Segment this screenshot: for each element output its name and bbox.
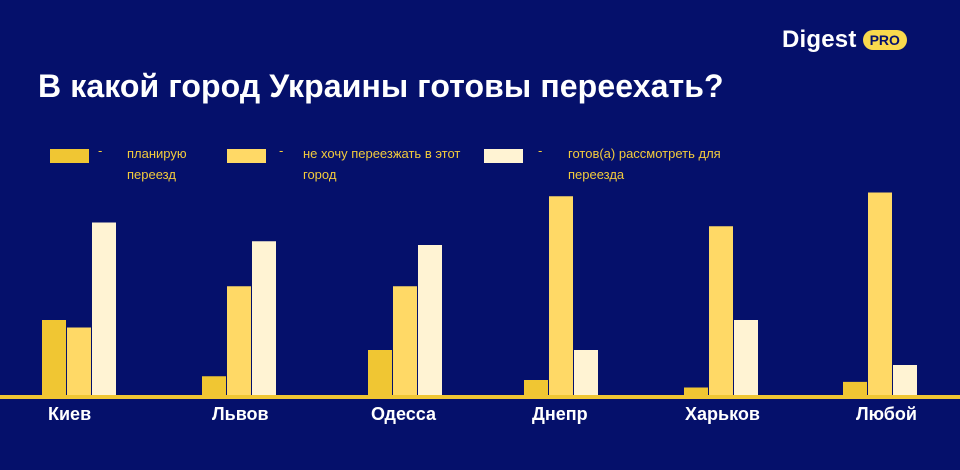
legend-dash: - — [98, 143, 103, 158]
bar-kharkiv-not-want — [709, 226, 733, 395]
legend-swatch — [484, 149, 523, 163]
legend-label: готов(а) рассмотреть для переезда — [568, 146, 721, 182]
legend-dash: - — [279, 143, 284, 158]
bar-dnipro-not-want — [549, 196, 573, 395]
bar-odesa-consider — [418, 245, 442, 395]
bar-lviv-plan — [202, 376, 226, 395]
bar-kyiv-consider — [92, 222, 116, 395]
category-label: Днепр — [532, 404, 588, 424]
bar-kharkiv-consider — [734, 320, 758, 395]
chart-title: В какой город Украины готовы переехать? — [38, 68, 724, 104]
logo-badge: PRO — [862, 30, 907, 50]
bar-any-not-want — [868, 192, 892, 395]
bar-kyiv-not-want — [67, 327, 91, 395]
bar-dnipro-plan — [524, 380, 548, 395]
category-label: Одесса — [371, 404, 437, 424]
category-label: Киев — [48, 404, 92, 424]
x-axis-line — [0, 395, 960, 399]
digest-pro-logo: Digest PRO — [782, 26, 907, 54]
bar-kyiv-plan — [42, 320, 66, 395]
legend-label: не хочу переезжать в этот город — [303, 146, 461, 182]
category-label: Харьков — [685, 404, 760, 424]
logo-text: Digest — [782, 26, 857, 53]
bar-any-consider — [893, 365, 917, 395]
bar-lviv-consider — [252, 241, 276, 395]
bar-odesa-not-want — [393, 286, 417, 395]
bar-lviv-not-want — [227, 286, 251, 395]
legend-dash: - — [538, 143, 543, 158]
category-label: Любой — [856, 404, 917, 424]
category-label: Львов — [212, 404, 269, 424]
legend-swatch — [227, 149, 266, 163]
bar-kharkiv-plan — [684, 387, 708, 395]
legend-swatch — [50, 149, 89, 163]
bar-any-plan — [843, 381, 867, 395]
legend-label: планирую переезд — [127, 146, 187, 182]
bar-dnipro-consider — [574, 350, 598, 395]
bar-odesa-plan — [368, 350, 392, 395]
